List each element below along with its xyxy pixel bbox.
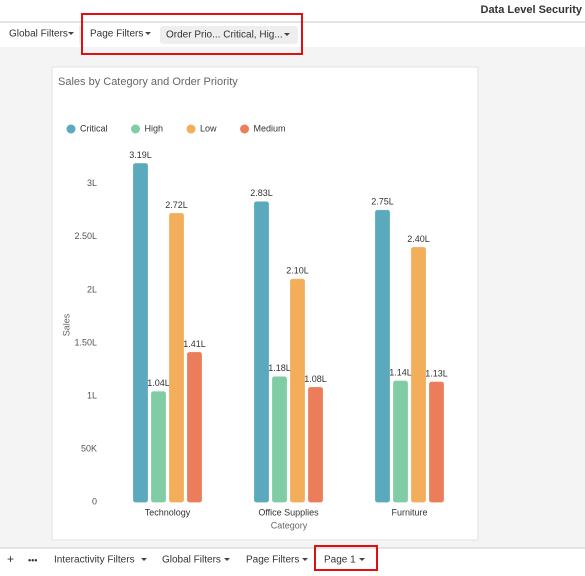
chart-title: Sales by Category and Order Priority: [58, 76, 238, 88]
top-bar: [0, 0, 585, 22]
legend-swatch: [131, 124, 141, 134]
caret[interactable]: [359, 558, 365, 561]
filter-chip[interactable]: [160, 26, 298, 44]
data-label: 1.14L: [389, 367, 412, 377]
bar: [393, 380, 408, 503]
bar: [169, 213, 184, 503]
y-tick-label: 0: [92, 496, 97, 506]
footer-tab[interactable]: Page Filters: [246, 555, 299, 566]
bar: [411, 246, 426, 503]
legend-label: High: [145, 123, 164, 133]
data-label: 1.08L: [304, 374, 327, 384]
footer-bar: [0, 548, 585, 571]
page-title: Data Level Security: [481, 4, 583, 16]
data-label: 3.19L: [129, 150, 152, 160]
footer-tab[interactable]: Global Filters: [162, 555, 221, 566]
y-axis-label: Sales: [61, 313, 71, 336]
data-label: 2.72L: [165, 200, 188, 210]
bar: [308, 386, 323, 503]
legend-label: Low: [200, 123, 217, 133]
legend-swatch: [186, 124, 196, 134]
x-tick-label: Office Supplies: [258, 507, 319, 517]
data-label: 1.41L: [183, 339, 206, 349]
y-tick-label: 2L: [87, 284, 97, 294]
y-tick-label: 2.50L: [74, 231, 97, 241]
caret[interactable]: [284, 33, 290, 36]
legend-label: Critical: [80, 123, 108, 133]
data-label: 2.83L: [250, 188, 273, 198]
y-tick-label: 3L: [87, 178, 97, 188]
add-page-button[interactable]: +: [7, 552, 14, 566]
x-axis-label: Category: [271, 520, 308, 530]
data-label: 2.40L: [407, 234, 430, 244]
legend-label: Medium: [254, 123, 286, 133]
caret[interactable]: [302, 558, 308, 561]
legend-swatch: [240, 124, 250, 134]
y-tick-label: 1L: [87, 390, 97, 400]
bar: [272, 376, 287, 503]
legend-swatch: [66, 124, 76, 134]
more-button[interactable]: •••: [28, 555, 37, 565]
page-filters-button[interactable]: Page Filters: [90, 29, 143, 40]
data-label: 1.04L: [147, 378, 170, 388]
caret[interactable]: [145, 32, 151, 35]
caret[interactable]: [224, 558, 230, 561]
global-filters-button[interactable]: Global Filters: [9, 29, 68, 40]
highlight-box: [314, 545, 378, 571]
y-tick-label: 1.50L: [74, 337, 97, 347]
data-label: 1.13L: [425, 369, 448, 379]
bar: [375, 209, 390, 503]
filter-chip-label[interactable]: Order Prio... Critical, Hig...: [166, 30, 283, 41]
data-label: 2.75L: [371, 197, 394, 207]
bar: [133, 163, 148, 503]
x-tick-label: Furniture: [391, 507, 427, 517]
bar: [290, 278, 305, 503]
highlight-box: [81, 13, 303, 55]
caret[interactable]: [141, 558, 147, 561]
bar: [151, 391, 166, 503]
data-label: 2.10L: [286, 266, 309, 276]
bar: [187, 351, 202, 503]
x-tick-label: Technology: [145, 507, 191, 517]
footer-tab[interactable]: Interactivity Filters: [54, 555, 135, 566]
data-label: 1.18L: [268, 363, 291, 373]
y-tick-label: 50K: [81, 443, 97, 453]
bar: [254, 201, 269, 503]
footer-tab[interactable]: Page 1: [324, 555, 356, 566]
bar: [429, 381, 444, 503]
caret[interactable]: [68, 32, 74, 35]
